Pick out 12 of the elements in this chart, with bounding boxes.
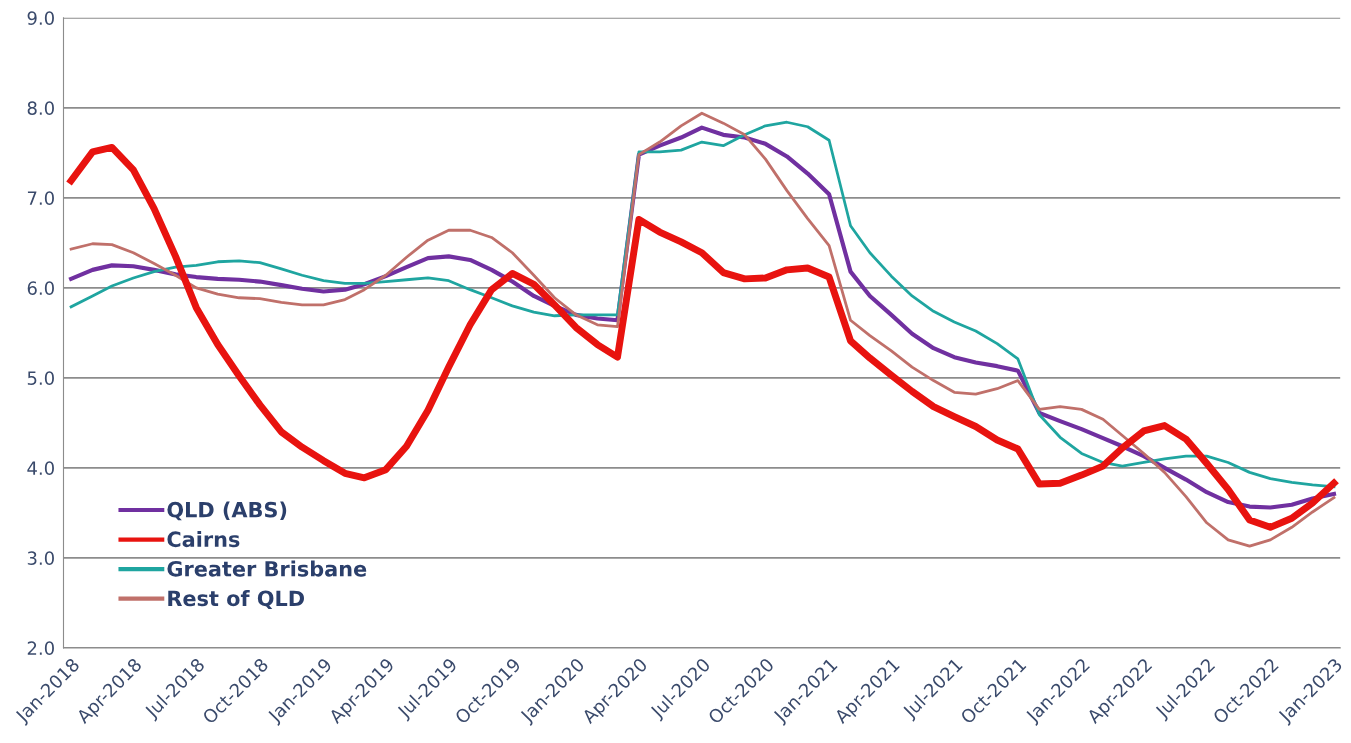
y-tick-label: 3.0 <box>27 551 54 565</box>
y-tick-label: 7.0 <box>27 191 54 205</box>
y-tick-label: 6.0 <box>27 281 54 295</box>
legend-label: Rest of QLD <box>168 590 304 609</box>
y-tick-label: 8.0 <box>27 101 54 115</box>
legend-label: QLD (ABS) <box>167 501 287 521</box>
y-tick-label: 4.0 <box>27 461 54 475</box>
legend-label: Greater Brisbane <box>167 560 367 577</box>
y-tick-label: 2.0 <box>27 641 54 656</box>
y-tick-label: 5.0 <box>27 371 54 385</box>
y-tick-label: 9.0 <box>27 11 54 25</box>
legend-label: Cairns <box>167 531 240 548</box>
